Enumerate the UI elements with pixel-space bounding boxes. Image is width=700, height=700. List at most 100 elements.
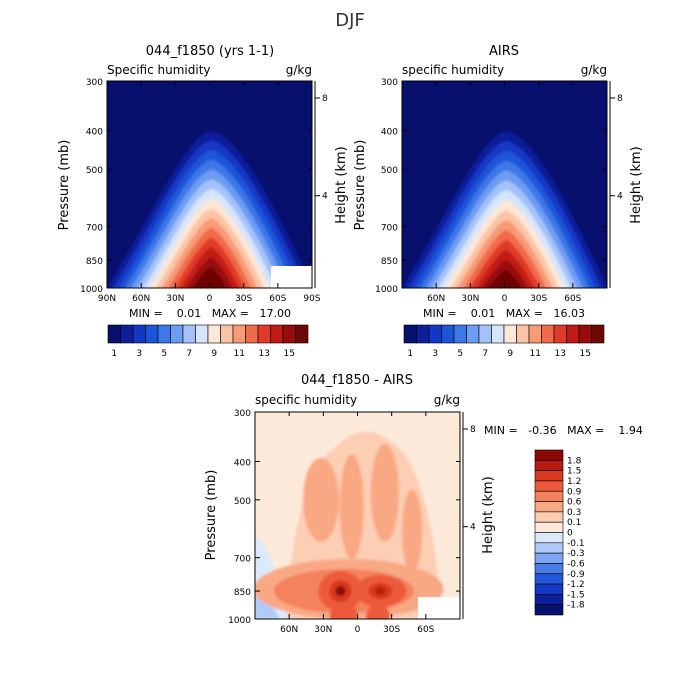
y-tick-label: 700 — [86, 224, 103, 234]
colorbar-swatch — [528, 324, 542, 344]
colorbar-swatch — [170, 324, 184, 344]
x-tick-label: 60S — [417, 625, 434, 635]
x-tick-label: 90N — [98, 294, 116, 304]
colorbar-label: -1.2 — [567, 580, 585, 590]
colorbar-swatch — [534, 583, 564, 595]
colorbar-label: 7 — [482, 349, 488, 359]
colorbar-swatch — [282, 324, 296, 344]
missing-data-region — [271, 266, 312, 288]
colorbar-swatch — [245, 324, 259, 344]
colorbar-swatch — [541, 324, 555, 344]
colorbar-swatch — [534, 542, 564, 554]
colorbar-label: 15 — [580, 349, 591, 359]
y-tick-label: 500 — [86, 166, 103, 176]
colorbar-label: 1 — [111, 349, 117, 359]
colorbar-swatch — [295, 324, 309, 344]
colorbar-label: 3 — [136, 349, 142, 359]
contour-band — [303, 457, 340, 542]
colorbar-swatch — [107, 324, 121, 344]
y-tick-label: 300 — [86, 78, 103, 88]
humidity-difference-field — [255, 412, 460, 619]
y-axis-label: Pressure (mb) — [57, 140, 72, 231]
height-tick-label: 8 — [470, 425, 476, 435]
x-tick-label: 30N — [314, 625, 332, 635]
colorbar-swatch — [534, 449, 564, 461]
x-tick-label: 60S — [564, 294, 581, 304]
y-tick-label: 400 — [381, 127, 398, 137]
panel-variable-label: specific humidity — [402, 63, 504, 77]
colorbar-label: 15 — [284, 349, 295, 359]
contour-band — [335, 586, 346, 597]
colorbar-label: 0.3 — [567, 508, 581, 518]
colorbar-label: -1.8 — [567, 601, 585, 611]
colorbar-label: 11 — [530, 349, 541, 359]
colorbar-swatch — [157, 324, 171, 344]
colorbar-label: 0 — [567, 529, 573, 539]
colorbar-swatch — [534, 594, 564, 605]
x-tick-label: 60N — [132, 294, 150, 304]
colorbar-swatch — [534, 552, 564, 564]
x-tick-label: 0 — [355, 625, 361, 635]
axis-ticks-diff: 300 400 500 700 850 1000 60N 30N 0 30S 60S 8 4 — [228, 409, 476, 635]
y-tick-label: 500 — [234, 497, 251, 507]
colorbar-swatch — [145, 324, 159, 344]
colorbar-swatch — [491, 324, 505, 344]
y-tick-label: 850 — [234, 588, 251, 598]
panel-units-label: g/kg — [286, 63, 312, 77]
colorbar-label: 7 — [186, 349, 192, 359]
colorbar-swatch — [534, 532, 564, 544]
colorbar-swatch — [534, 490, 564, 502]
y-tick-label: 700 — [234, 555, 251, 565]
colorbar-swatch — [466, 324, 480, 344]
panel-obs: AIRS specific humidity g/kg 300 400 500 700… — [353, 44, 644, 359]
colorbar-obs: 1 3 5 7 9 11 13 15 — [403, 324, 605, 359]
colorbar-swatch — [578, 324, 592, 344]
contour-band — [370, 443, 399, 542]
y-tick-label: 1000 — [375, 285, 398, 295]
missing-data-region — [418, 597, 460, 619]
x-tick-label: 0 — [502, 294, 508, 304]
x-tick-label: 60N — [280, 625, 298, 635]
panel-difference: 044_f1850 - AIRS specific humidity g/kg … — [204, 373, 643, 635]
stats-label: MIN = 0.01 MAX = 17.00 — [129, 307, 291, 320]
humidity-field-model — [107, 81, 312, 288]
colorbar-swatch — [534, 460, 564, 471]
contour-band — [487, 269, 522, 288]
x-tick-label: 90S — [303, 294, 320, 304]
y-tick-label: 500 — [381, 166, 398, 176]
height-tick-label: 4 — [322, 192, 328, 202]
colorbar-label: -0.1 — [567, 539, 585, 549]
colorbar-swatch — [516, 324, 530, 344]
x-tick-label: 60N — [427, 294, 445, 304]
y-tick-label: 300 — [381, 78, 398, 88]
contour-bands — [107, 130, 312, 288]
colorbar-swatch — [534, 501, 564, 513]
colorbar-label: 1 — [407, 349, 413, 359]
height-tick-label: 8 — [617, 94, 623, 104]
colorbar-label: 1.5 — [567, 467, 581, 477]
colorbar-swatch — [534, 521, 564, 533]
colorbar-label: 0.9 — [567, 487, 582, 497]
colorbar-swatch — [503, 324, 517, 344]
figure-title: DJF — [335, 10, 365, 31]
colorbar-swatch — [591, 324, 605, 344]
stats-label: MIN = -0.36 MAX = 1.94 — [484, 424, 643, 437]
colorbar-label: -0.6 — [567, 559, 585, 569]
contour-bands — [402, 130, 607, 288]
colorbar-swatch — [534, 470, 564, 482]
y-tick-label: 400 — [86, 127, 103, 137]
colorbar-swatch — [182, 324, 196, 344]
panel-units-label: g/kg — [434, 393, 460, 407]
y-tick-label: 850 — [86, 257, 103, 267]
panel-model: 044_f1850 (yrs 1-1) Specific humidity g/… — [57, 44, 349, 359]
y2-axis-label: Height (km) — [334, 146, 349, 223]
y2-axis-label: Height (km) — [481, 476, 496, 553]
colorbar-swatch — [534, 480, 564, 492]
colorbar-label: 13 — [555, 349, 566, 359]
panel-title: AIRS — [489, 44, 519, 59]
colorbar-swatch — [416, 324, 430, 344]
colorbar-label: 1.8 — [567, 456, 582, 466]
y2-axis-label: Height (km) — [629, 146, 644, 223]
